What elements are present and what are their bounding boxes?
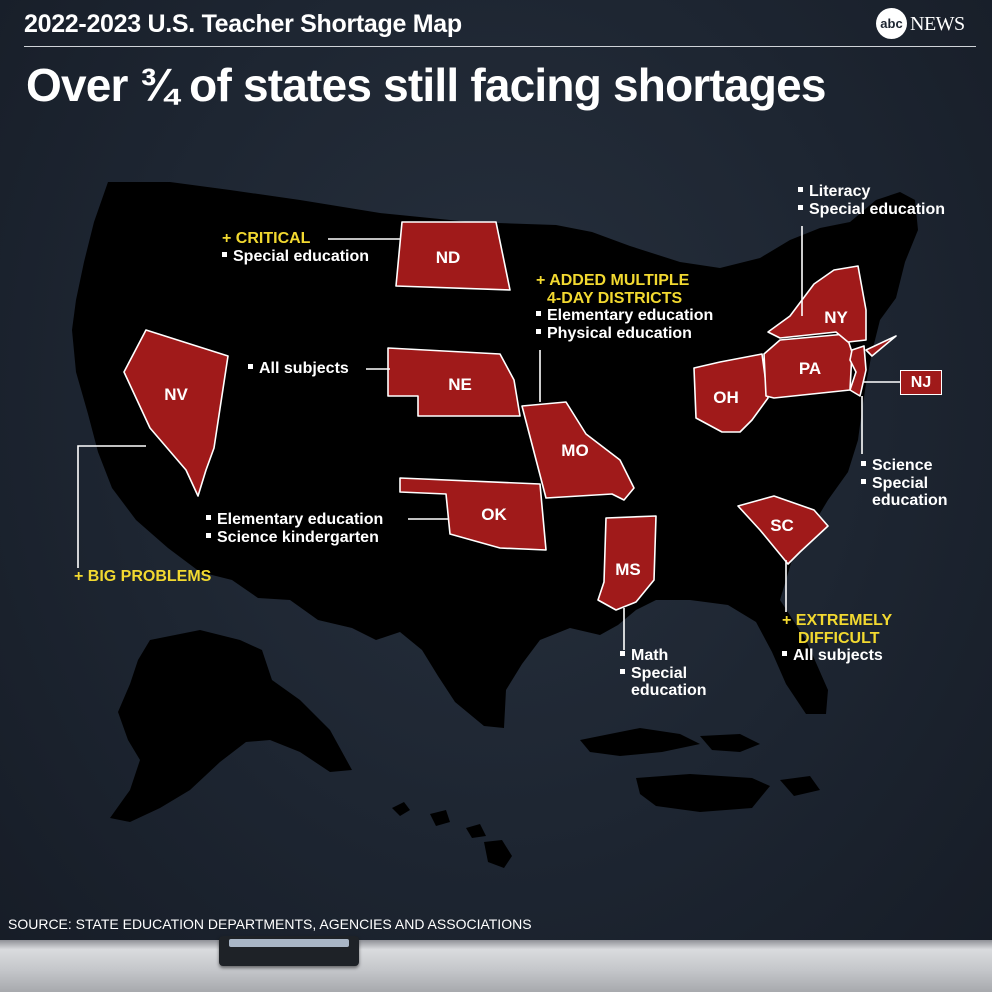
callout-mo-item-2: Physical education (536, 325, 713, 343)
callout-nj: Science Special education (861, 457, 948, 510)
state-shape-nj-coast (865, 335, 897, 357)
alaska-silhouette (110, 630, 352, 822)
callout-nj-item-2-cont: education (872, 492, 948, 509)
state-label-nv: NV (164, 385, 188, 404)
state-shape-sc (737, 495, 829, 565)
state-shape-ms (597, 515, 657, 611)
callout-ny-item-2: Special education (798, 201, 945, 219)
state-label-ms: MS (615, 560, 641, 579)
header-rule (24, 46, 976, 47)
state-shape-ny (767, 265, 867, 343)
state-label-pa: PA (798, 359, 822, 378)
leader-line-nv (77, 445, 146, 568)
state-shape-mo (521, 401, 635, 501)
news-wordmark: NEWS (910, 13, 965, 35)
callout-sc-heading-line-1: + EXTREMELY (782, 612, 893, 629)
callout-sc-item: All subjects (782, 647, 892, 665)
callout-nv-heading: + BIG PROBLEMS (74, 568, 212, 585)
callout-ne: All subjects (248, 360, 349, 378)
state-shape-nj (849, 345, 867, 397)
callout-nd-item: Special education (222, 248, 369, 266)
callout-nd: + CRITICAL Special education (222, 230, 369, 265)
state-label-oh: OH (713, 388, 739, 407)
state-label-nj: NJ (900, 370, 942, 395)
chalk-ledge (0, 940, 992, 992)
callout-sc-heading-line-2: DIFFICULT (798, 629, 880, 647)
callout-ny-item-1: Literacy (798, 183, 945, 201)
state-shape-oh (693, 353, 769, 433)
callout-ms-item-1: Math (620, 647, 707, 665)
state-shape-nd (395, 221, 511, 291)
callout-ny: Literacy Special education (798, 183, 945, 218)
abc-news-logo: abc NEWS (876, 6, 980, 40)
state-label-mo: MO (561, 441, 589, 460)
callout-mo-heading-line-1: + ADDED MULTIPLE (536, 272, 690, 289)
callout-nv: + BIG PROBLEMS (74, 568, 211, 586)
callout-sc: + EXTREMELY DIFFICULT All subjects (782, 612, 892, 665)
state-label-nd: ND (435, 248, 461, 267)
state-label-sc: SC (770, 516, 794, 535)
callout-nd-heading: + CRITICAL (222, 230, 311, 247)
callout-ok-item-2: Science kindergarten (206, 529, 383, 547)
callout-nj-item-1: Science (861, 457, 948, 475)
abc-logo-disc: abc (876, 8, 907, 39)
supertitle: 2022-2023 U.S. Teacher Shortage Map (24, 10, 462, 38)
callout-mo-heading-line-2: 4-DAY DISTRICTS (547, 289, 683, 307)
state-shape-ne (387, 347, 521, 417)
callout-ms-item-2: Special (620, 665, 707, 683)
state-shape-nv (123, 329, 229, 497)
source-note: SOURCE: STATE EDUCATION DEPARTMENTS, AGE… (8, 916, 532, 932)
caribbean-islands-silhouette (580, 728, 820, 812)
eraser-icon (219, 936, 359, 966)
state-label-ok: OK (481, 505, 507, 524)
hawaii-silhouette (392, 802, 512, 868)
callout-nj-item-2: Special (861, 475, 948, 493)
callout-mo: + ADDED MULTIPLE 4-DAY DISTRICTS Element… (536, 272, 713, 342)
callout-ok: Elementary education Science kindergarte… (206, 511, 383, 546)
callout-ms: Math Special education (620, 647, 707, 700)
state-shape-pa (763, 333, 853, 399)
callout-mo-item-1: Elementary education (536, 307, 713, 325)
state-label-ny: NY (824, 308, 848, 327)
callout-ok-item-1: Elementary education (206, 511, 383, 529)
callout-ne-item: All subjects (248, 360, 349, 378)
callout-ms-item-2-cont: education (631, 682, 707, 699)
state-shape-ok (399, 477, 547, 551)
state-label-ne: NE (448, 375, 472, 394)
headline: Over ¾ of states still facing shortages (26, 59, 826, 111)
